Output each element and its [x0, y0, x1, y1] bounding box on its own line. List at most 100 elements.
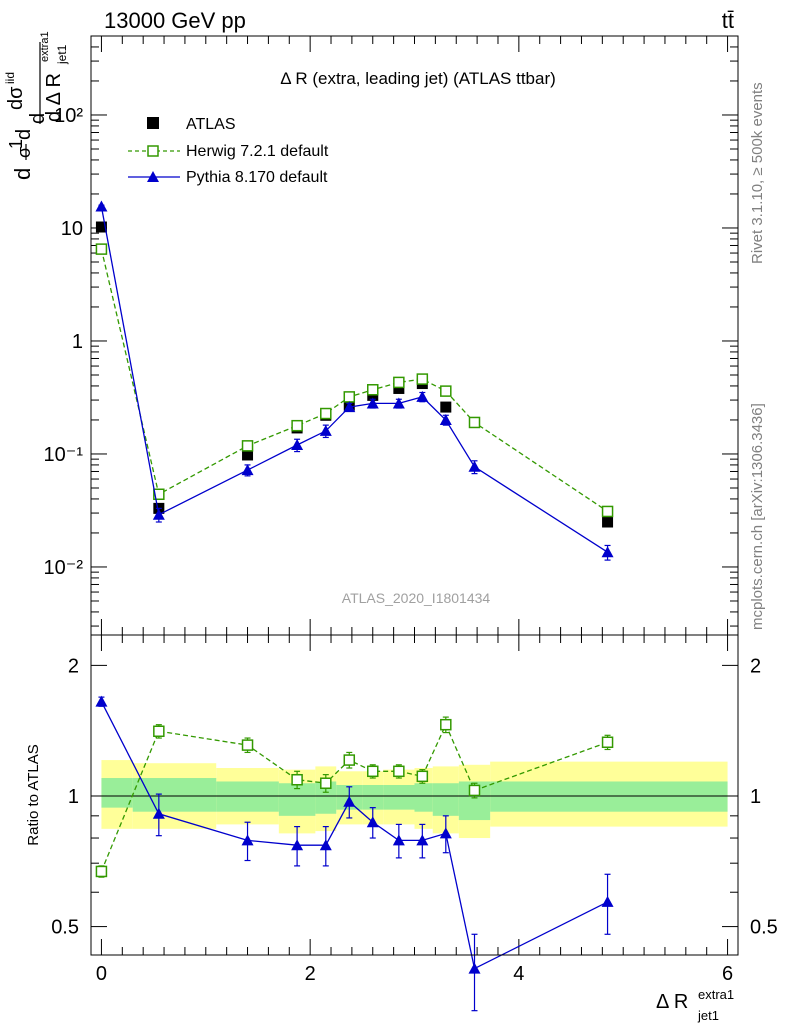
inner-band-segment	[414, 783, 433, 812]
ratio-plot-frame	[90, 634, 739, 956]
svg-text:σ: σ	[14, 147, 34, 158]
svg-text:dσ: dσ	[5, 86, 27, 110]
ratio-y-axis-label: Ratio to ATLAS	[25, 744, 42, 845]
atlas-point	[393, 382, 405, 394]
legend-atlas-label: ATLAS	[186, 116, 236, 133]
ratio-herwig-point	[416, 770, 429, 783]
svg-text:iid: iid	[3, 72, 17, 84]
ratio-y-tick-label: 1	[68, 786, 79, 808]
pythia-point	[468, 460, 481, 472]
main-axis-ticks	[91, 35, 738, 635]
herwig-point	[320, 407, 332, 420]
ratio-pythia-series	[95, 695, 614, 1012]
herwig-point	[343, 391, 356, 403]
pythia-point	[319, 424, 332, 436]
herwig-point	[95, 243, 108, 255]
inner-band-segment	[216, 781, 279, 812]
x-tick-label: 2	[305, 963, 316, 985]
legend-pythia-marker	[147, 171, 159, 182]
svg-text:d Δ R: d Δ R	[43, 73, 65, 122]
herwig-point	[468, 416, 481, 429]
svg-text:d: d	[13, 129, 35, 140]
ratio-y-tick-label-right: 2	[750, 655, 761, 677]
ratio-herwig-point	[440, 718, 452, 731]
atlas-point	[440, 401, 452, 413]
x-tick-label: 4	[513, 963, 524, 985]
legend-pythia-label: Pythia 8.170 default	[186, 169, 328, 186]
y-tick-label: 10⁻¹	[44, 444, 84, 466]
herwig-point	[153, 488, 165, 501]
rivet-version-label: Rivet 3.1.10, ≥ 500k events	[749, 82, 766, 264]
ratio-pythia-point	[319, 839, 332, 851]
herwig-point	[367, 384, 379, 396]
svg-text:jet1: jet1	[697, 1008, 719, 1023]
pythia-point	[439, 413, 452, 425]
svg-text:extra1: extra1	[39, 31, 51, 62]
ratio-herwig-point	[95, 865, 108, 878]
svg-text:d: d	[27, 113, 49, 124]
chart-title: Δ R (extra, leading jet) (ATLAS ttbar)	[280, 69, 556, 88]
ratio-pythia-point	[241, 834, 254, 846]
herwig-point	[291, 419, 303, 432]
ratio-herwig-series	[95, 716, 614, 878]
ratio-herwig-point	[241, 739, 254, 751]
ratio-pythia-point	[468, 962, 481, 974]
ratio-axis-ticks	[91, 635, 738, 955]
header-energy-label: 13000 GeV pp	[104, 8, 246, 33]
inner-band-segment	[432, 783, 459, 816]
herwig-point	[440, 385, 452, 397]
ratio-pythia-point	[392, 834, 405, 846]
herwig-line	[100, 248, 608, 512]
y-tick-label: 10⁻²	[44, 557, 84, 579]
x-axis-label: Δ R jet1 extra1	[656, 987, 734, 1023]
ratio-pythia-point	[291, 839, 304, 851]
pythia-point	[152, 508, 165, 520]
ratio-herwig-point	[153, 725, 165, 737]
ratio-herwig-point	[320, 777, 332, 789]
ratio-pythia-point	[366, 816, 379, 828]
ratio-herwig-point	[468, 784, 481, 797]
legend-herwig-marker	[147, 145, 159, 157]
svg-text:Δ R: Δ R	[656, 991, 688, 1013]
ratio-herwig-line	[100, 723, 608, 872]
pythia-point	[392, 397, 405, 409]
inner-band-segment	[383, 785, 415, 810]
ratio-herwig-point	[367, 765, 379, 778]
ratio-herwig-point	[291, 773, 303, 786]
legend-herwig-label: Herwig 7.2.1 default	[186, 143, 329, 160]
legend: ATLAS Herwig 7.2.1 default Pythia 8.170 …	[128, 116, 329, 186]
header-process-label: tt̄	[722, 8, 734, 33]
pythia-point	[416, 390, 429, 402]
ratio-panel: 0.5 0.5 1 1 2 2 0 2 4 6 Ratio to ATLAS	[25, 634, 778, 1012]
svg-text:extra1: extra1	[698, 987, 734, 1002]
pythia-point	[601, 546, 614, 558]
pythia-point	[366, 397, 379, 409]
mcplots-reference-label: mcplots.cern.ch [arXiv:1306.3436]	[749, 403, 766, 630]
svg-text:1: 1	[6, 139, 26, 149]
atlas-series	[95, 221, 614, 528]
ratio-uncertainty-bands	[101, 760, 728, 839]
atlas-point	[602, 516, 614, 528]
pythia-point	[343, 401, 356, 413]
herwig-point	[393, 376, 405, 389]
x-tick-label: 0	[96, 963, 107, 985]
ratio-pythia-point	[152, 807, 165, 819]
ratio-pythia-point	[416, 834, 429, 846]
ratio-pythia-line	[100, 701, 608, 970]
svg-text:jet1: jet1	[55, 44, 69, 65]
ratio-herwig-point	[601, 736, 614, 749]
y-tick-label: 10²	[54, 105, 83, 127]
inner-band-segment	[132, 778, 217, 812]
main-panel: Δ R (extra, leading jet) (ATLAS ttbar) 1…	[44, 35, 739, 636]
atlas-point	[242, 449, 254, 461]
ratio-pythia-point	[601, 895, 614, 907]
inner-band-segment	[101, 778, 133, 808]
inner-band-segment	[362, 785, 384, 810]
herwig-point	[416, 373, 429, 385]
pythia-point	[241, 464, 254, 476]
inner-band-segment	[490, 781, 728, 812]
y-tick-label: 10	[61, 218, 83, 240]
pythia-line	[100, 206, 608, 553]
ratio-y-tick-label: 2	[68, 655, 79, 677]
